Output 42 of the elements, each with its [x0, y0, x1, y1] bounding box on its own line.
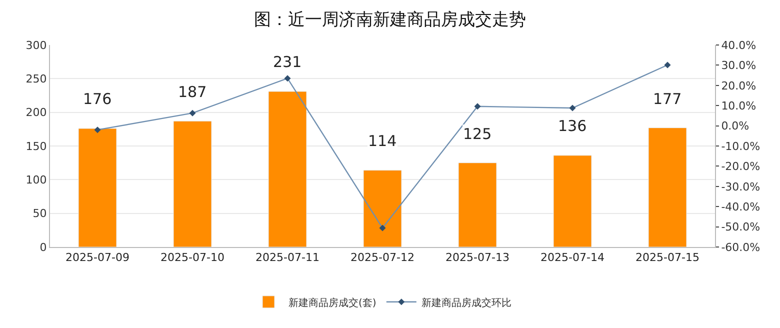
y2-tick-label: -10.0%: [721, 140, 760, 153]
bar: [268, 91, 307, 247]
data-label: 136: [558, 117, 587, 135]
chart-title: 图：近一周济南新建商品房成交走势: [254, 10, 526, 30]
data-label: 176: [83, 90, 112, 108]
y-tick-label: 0: [40, 240, 47, 254]
data-label: 125: [463, 125, 492, 143]
y-tick-label: 100: [26, 174, 47, 187]
x-tick-label: 2025-07-14: [540, 251, 604, 264]
legend-label: 新建商品房成交(套): [288, 296, 376, 309]
y2-tick-label: -40.0%: [721, 200, 760, 214]
y2-tick-label: 10.0%: [721, 99, 756, 112]
bar: [173, 120, 212, 247]
x-tick-label: 2025-07-10: [160, 251, 224, 264]
bar: [78, 128, 117, 247]
bar: [553, 155, 592, 247]
bar: [648, 128, 687, 247]
bar: [363, 170, 402, 247]
y2-tick-label: 0.0%: [721, 120, 750, 133]
y-tick-label: 50: [32, 207, 47, 220]
bar: [458, 162, 497, 247]
y-tick-label: 300: [26, 38, 47, 52]
y2-tick-label: 20.0%: [721, 79, 756, 92]
y2-tick-label: -30.0%: [721, 180, 760, 194]
x-tick-label: 2025-07-13: [446, 251, 510, 264]
data-label: 231: [273, 53, 302, 71]
x-tick-label: 2025-07-12: [350, 251, 414, 264]
data-label: 187: [178, 83, 207, 101]
y2-tick-label: -20.0%: [721, 160, 760, 174]
y2-tick-label: -60.0%: [721, 240, 760, 254]
y2-tick-label: 40.0%: [721, 38, 756, 52]
data-label: 114: [368, 132, 397, 150]
y-tick-label: 150: [26, 140, 47, 153]
y-tick-label: 200: [26, 106, 47, 120]
y2-tick-label: 30.0%: [721, 59, 756, 72]
legend-label: 新建商品房成交环比: [421, 296, 512, 309]
y-tick-label: 250: [26, 72, 47, 86]
y2-tick-label: -50.0%: [721, 220, 760, 234]
x-tick-label: 2025-07-15: [636, 251, 700, 264]
data-label: 177: [653, 90, 682, 108]
x-tick-label: 2025-07-09: [66, 251, 130, 264]
x-tick-label: 2025-07-11: [256, 251, 320, 264]
